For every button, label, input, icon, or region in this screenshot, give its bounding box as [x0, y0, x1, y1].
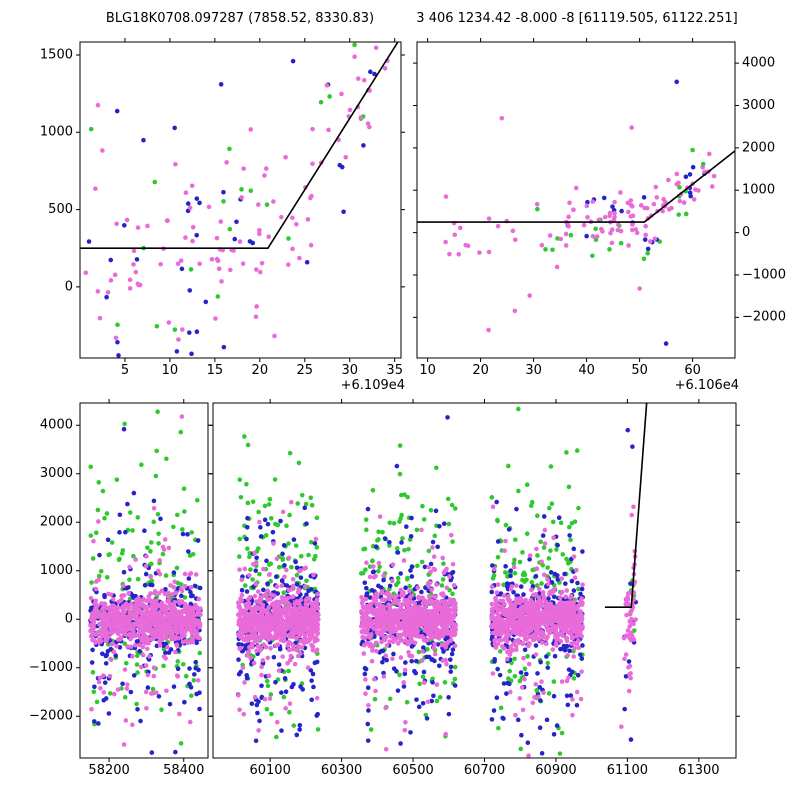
- right-panel-title: 3 406 1234.42 -8.000 -8 [61119.505, 6112…: [416, 11, 738, 26]
- left-panel-title: BLG18K0708.097287 (7858.52, 8330.83): [105, 11, 375, 26]
